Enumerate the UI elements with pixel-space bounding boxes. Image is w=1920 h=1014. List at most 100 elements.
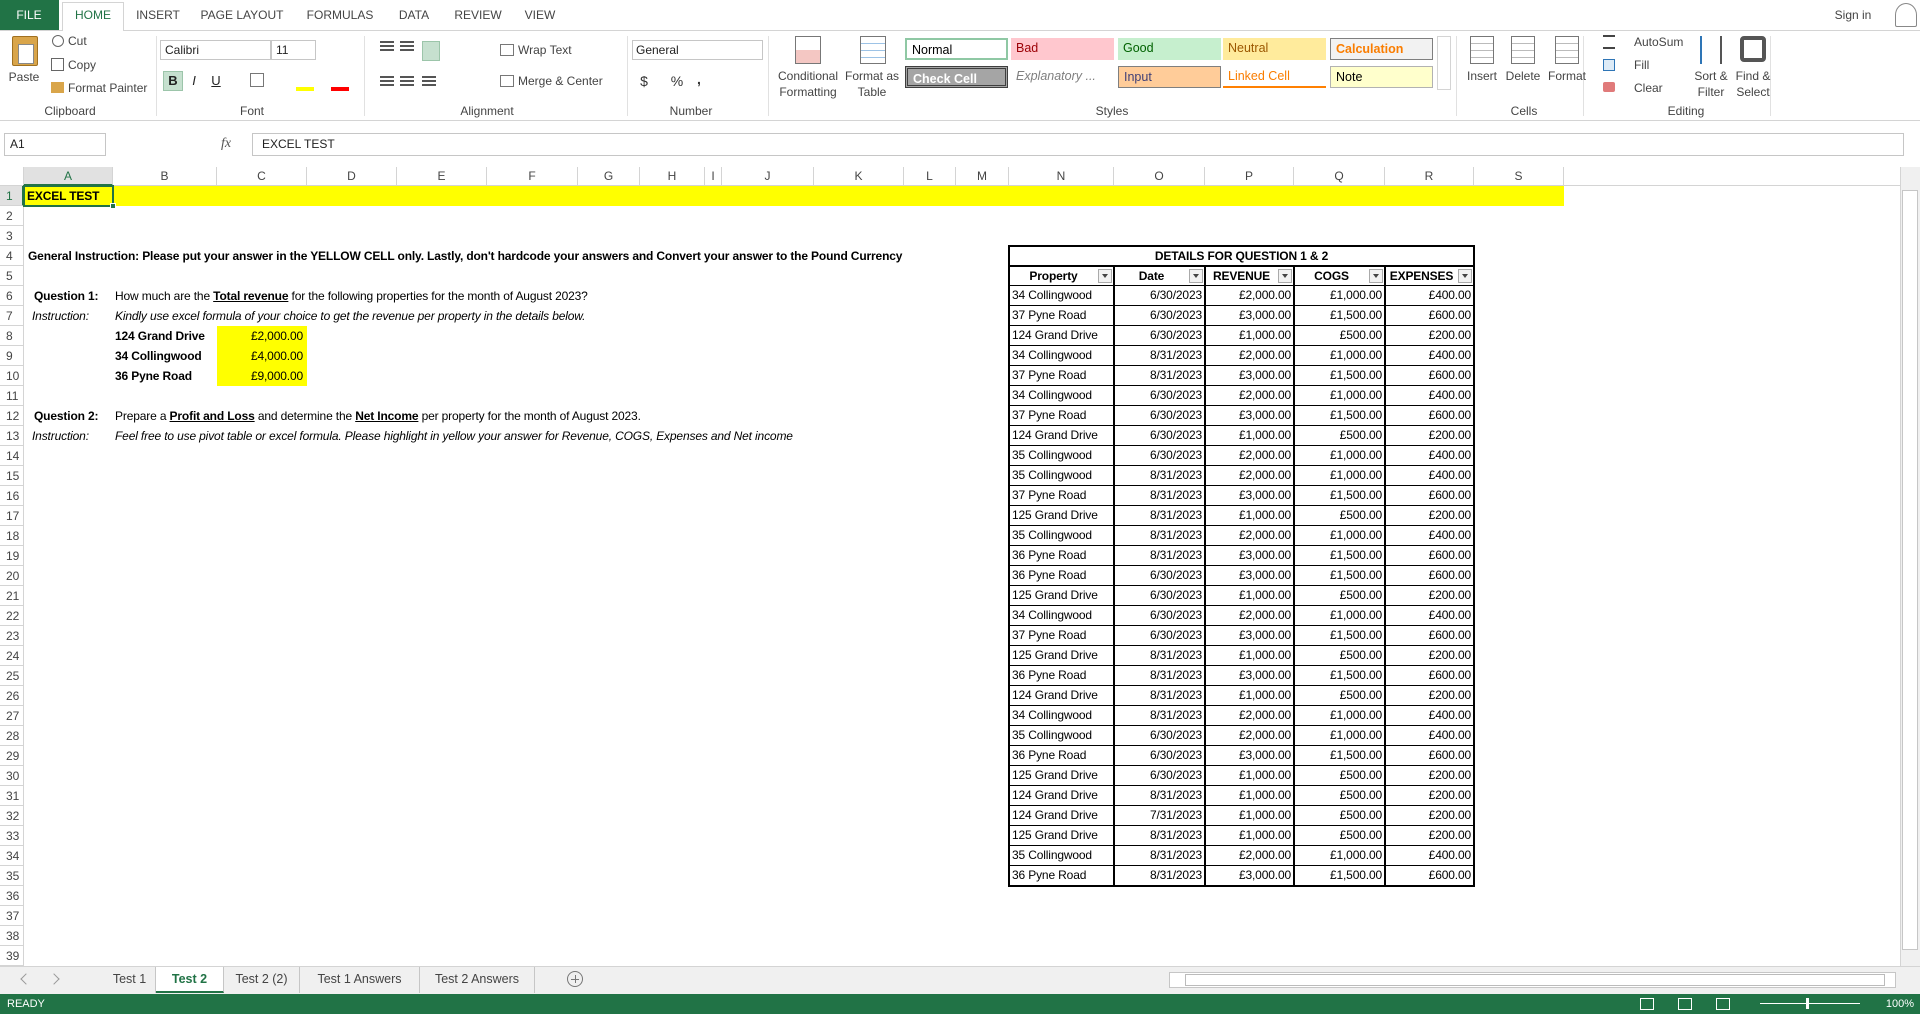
row-header[interactable]: 8 [0, 326, 24, 346]
row-header[interactable]: 21 [0, 586, 24, 606]
cell-style[interactable]: Explanatory ... [1011, 66, 1114, 88]
row-header[interactable]: 6 [0, 286, 24, 306]
zoom-thumb[interactable] [1806, 998, 1809, 1009]
row-header[interactable]: 18 [0, 526, 24, 546]
cell-style[interactable]: Input [1118, 66, 1221, 88]
answer-cell[interactable]: £2,000.00 [217, 326, 307, 346]
new-sheet-button[interactable] [567, 971, 583, 987]
cell-style[interactable]: Check Cell [905, 66, 1008, 88]
ribbon-tab[interactable]: DATA [398, 8, 430, 22]
wrap-text-button[interactable]: Wrap Text [518, 43, 572, 57]
percent-button[interactable]: % [670, 73, 684, 89]
column-header[interactable]: F [487, 167, 578, 186]
row-header[interactable]: 34 [0, 846, 24, 866]
row-header[interactable]: 12 [0, 406, 24, 426]
vertical-thumb[interactable] [1902, 190, 1918, 950]
copy-button[interactable]: Copy [68, 58, 97, 72]
find-select-button[interactable]: Select [1736, 85, 1770, 99]
ribbon-tab[interactable]: PAGE LAYOUT [200, 8, 284, 22]
row-header[interactable]: 3 [0, 226, 24, 246]
fill-button[interactable]: Fill [1634, 58, 1650, 72]
row-header[interactable]: 31 [0, 786, 24, 806]
number-format[interactable]: General [636, 43, 679, 57]
number-format-box[interactable] [632, 40, 763, 60]
row-header[interactable]: 16 [0, 486, 24, 506]
merge-center-button[interactable]: Merge & Center [518, 74, 603, 88]
column-header[interactable]: D [307, 167, 397, 186]
bold-button[interactable]: B [168, 73, 178, 88]
column-header[interactable]: C [217, 167, 307, 186]
row-header[interactable]: 38 [0, 926, 24, 946]
row-header[interactable]: 1 [0, 186, 24, 206]
column-header[interactable]: G [578, 167, 640, 186]
row-header[interactable]: 13 [0, 426, 24, 446]
column-header[interactable]: H [640, 167, 705, 186]
italic-button[interactable]: I [192, 73, 196, 88]
column-header[interactable]: J [722, 167, 814, 186]
row-header[interactable]: 26 [0, 686, 24, 706]
formula-input[interactable] [252, 133, 1904, 156]
column-header[interactable]: S [1474, 167, 1564, 186]
row-header[interactable]: 23 [0, 626, 24, 646]
cut-button[interactable]: Cut [68, 34, 87, 48]
column-header[interactable]: Q [1294, 167, 1385, 186]
sort-filter-button[interactable]: Sort & [1694, 69, 1728, 83]
font-name-box[interactable] [160, 40, 271, 60]
filter-button[interactable] [1369, 269, 1383, 283]
sheet-tab[interactable]: Test 2 Answers [420, 967, 535, 993]
row-header[interactable]: 25 [0, 666, 24, 686]
cell-style[interactable]: Normal [905, 38, 1008, 60]
ribbon-tab[interactable]: HOME [75, 8, 111, 22]
row-header[interactable]: 9 [0, 346, 24, 366]
font-name[interactable]: Calibri [165, 43, 200, 57]
row-header[interactable]: 37 [0, 906, 24, 926]
ribbon-tab[interactable]: FILE [16, 8, 42, 22]
paste-button[interactable]: Paste [8, 70, 40, 84]
row-header[interactable]: 27 [0, 706, 24, 726]
currency-button[interactable]: $ [640, 73, 648, 89]
cell-style[interactable]: Calculation [1330, 38, 1433, 60]
insert-function[interactable]: fx [220, 136, 232, 151]
format-as-table-button[interactable]: Table [857, 85, 887, 99]
column-header[interactable]: I [705, 167, 722, 186]
row-header[interactable]: 11 [0, 386, 24, 406]
row-header[interactable]: 29 [0, 746, 24, 766]
ribbon-tab[interactable]: INSERT [136, 8, 180, 22]
sheet-tab[interactable]: Test 2 [156, 967, 224, 993]
view-button[interactable] [1678, 998, 1692, 1010]
view-button[interactable] [1716, 998, 1730, 1010]
sheet-tab[interactable]: Test 2 (2) [224, 967, 300, 993]
filter-button[interactable] [1189, 269, 1203, 283]
format-as-table-button[interactable]: Format as [844, 69, 900, 83]
sheet-tab[interactable]: Test 1 [104, 967, 156, 993]
column-header[interactable]: B [113, 167, 217, 186]
zoom-level[interactable]: 100% [1885, 998, 1914, 1010]
row-header[interactable]: 32 [0, 806, 24, 826]
row-header[interactable]: 39 [0, 946, 24, 966]
filter-button[interactable] [1098, 269, 1112, 283]
row-header[interactable]: 33 [0, 826, 24, 846]
filter-button[interactable] [1278, 269, 1292, 283]
column-header[interactable]: N [1009, 167, 1114, 186]
cell-style[interactable]: Neutral [1223, 38, 1326, 60]
cell-style[interactable]: Linked Cell [1223, 66, 1326, 88]
ribbon-tab[interactable]: VIEW [524, 8, 556, 22]
font-size-box[interactable] [271, 40, 316, 60]
row-header[interactable]: 30 [0, 766, 24, 786]
column-header[interactable]: M [956, 167, 1009, 186]
column-header[interactable]: P [1205, 167, 1294, 186]
row-header[interactable]: 19 [0, 546, 24, 566]
cell-style[interactable]: Bad [1011, 38, 1114, 60]
format-painter-button[interactable]: Format Painter [68, 81, 148, 95]
conditional-formatting-button[interactable]: Formatting [779, 85, 837, 99]
sign-in[interactable]: Sign in [1834, 8, 1872, 22]
sort-filter-button[interactable]: Filter [1697, 85, 1725, 99]
cell-style[interactable]: Good [1118, 38, 1221, 60]
find-select-button[interactable]: Find & [1735, 69, 1771, 83]
delete-button[interactable]: Delete [1505, 69, 1541, 83]
column-header[interactable]: L [904, 167, 956, 186]
conditional-formatting-button[interactable]: Conditional [777, 69, 839, 83]
row-header[interactable]: 5 [0, 266, 24, 286]
filter-button[interactable] [1458, 269, 1472, 283]
comma-button[interactable]: , [697, 71, 701, 87]
